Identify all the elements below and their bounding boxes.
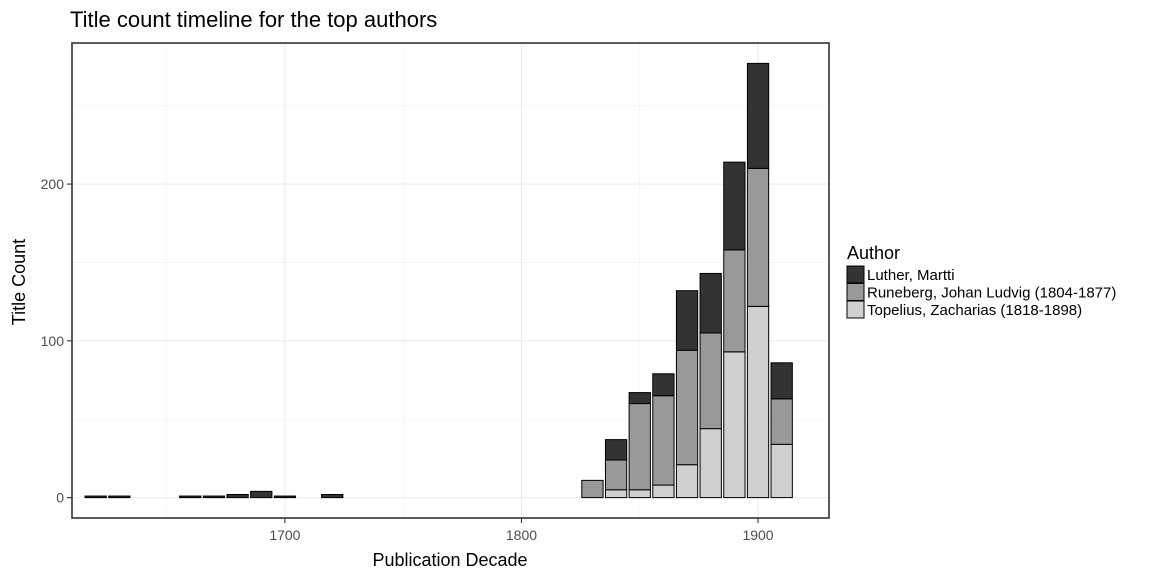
bar-segment [628,489,651,499]
bar-segment [723,249,746,353]
bar-segment [770,443,793,499]
bar-segment [108,495,131,499]
bar-segment [604,489,628,499]
bar-segment [273,495,297,499]
legend-title: Author [847,243,900,263]
bar-segment [226,493,249,499]
x-tick-label: 1700 [269,527,300,543]
y-tick-label: 0 [56,490,64,506]
x-axis-title: Publication Decade [372,550,527,570]
bar-segment [202,495,226,499]
bar-segment [628,403,651,491]
bar-segment [746,305,770,499]
bar-segment [675,290,699,351]
bar-segment [770,362,793,400]
bar-segment [628,392,651,405]
bar-segment [723,351,746,499]
legend-swatch [846,283,865,301]
x-tick-label: 1800 [506,527,537,543]
bar-segment [250,490,273,499]
bar-segment [604,459,628,491]
plot-area [71,42,830,519]
plot-border [71,42,830,519]
y-tick-label: 100 [41,333,65,349]
bar-segment [675,349,699,466]
y-axis: 0 100 200 [41,176,72,506]
legend-label: Topelius, Zacharias (1818-1898) [867,302,1082,319]
bar-segment [84,495,107,499]
bar-segment [699,272,722,334]
bar-segment [179,495,202,499]
bar-segment [652,373,675,397]
bar-segment [723,161,746,251]
legend-label: Luther, Martti [867,267,955,284]
bar-segment [652,484,675,499]
bar-segment [604,439,628,461]
legend-label: Runeberg, Johan Ludvig (1804-1877) [867,285,1116,302]
bar-segment [321,493,344,499]
x-axis: 1700 1800 1900 [269,518,774,543]
legend-swatch [846,300,865,319]
y-tick-label: 200 [41,176,65,192]
chart-title: Title count timeline for the top authors [70,7,437,32]
bar-segment [581,479,604,499]
legend-swatch [846,265,865,284]
bars [84,62,793,499]
bar-segment [746,62,770,169]
bar-segment [746,167,770,307]
bar-segment [699,332,722,430]
y-axis-title: Title Count [9,239,29,325]
bar-segment [699,428,722,499]
bar-segment [652,395,675,486]
x-tick-label: 1900 [742,527,773,543]
bar-segment [770,398,793,445]
bar-segment [675,464,699,499]
